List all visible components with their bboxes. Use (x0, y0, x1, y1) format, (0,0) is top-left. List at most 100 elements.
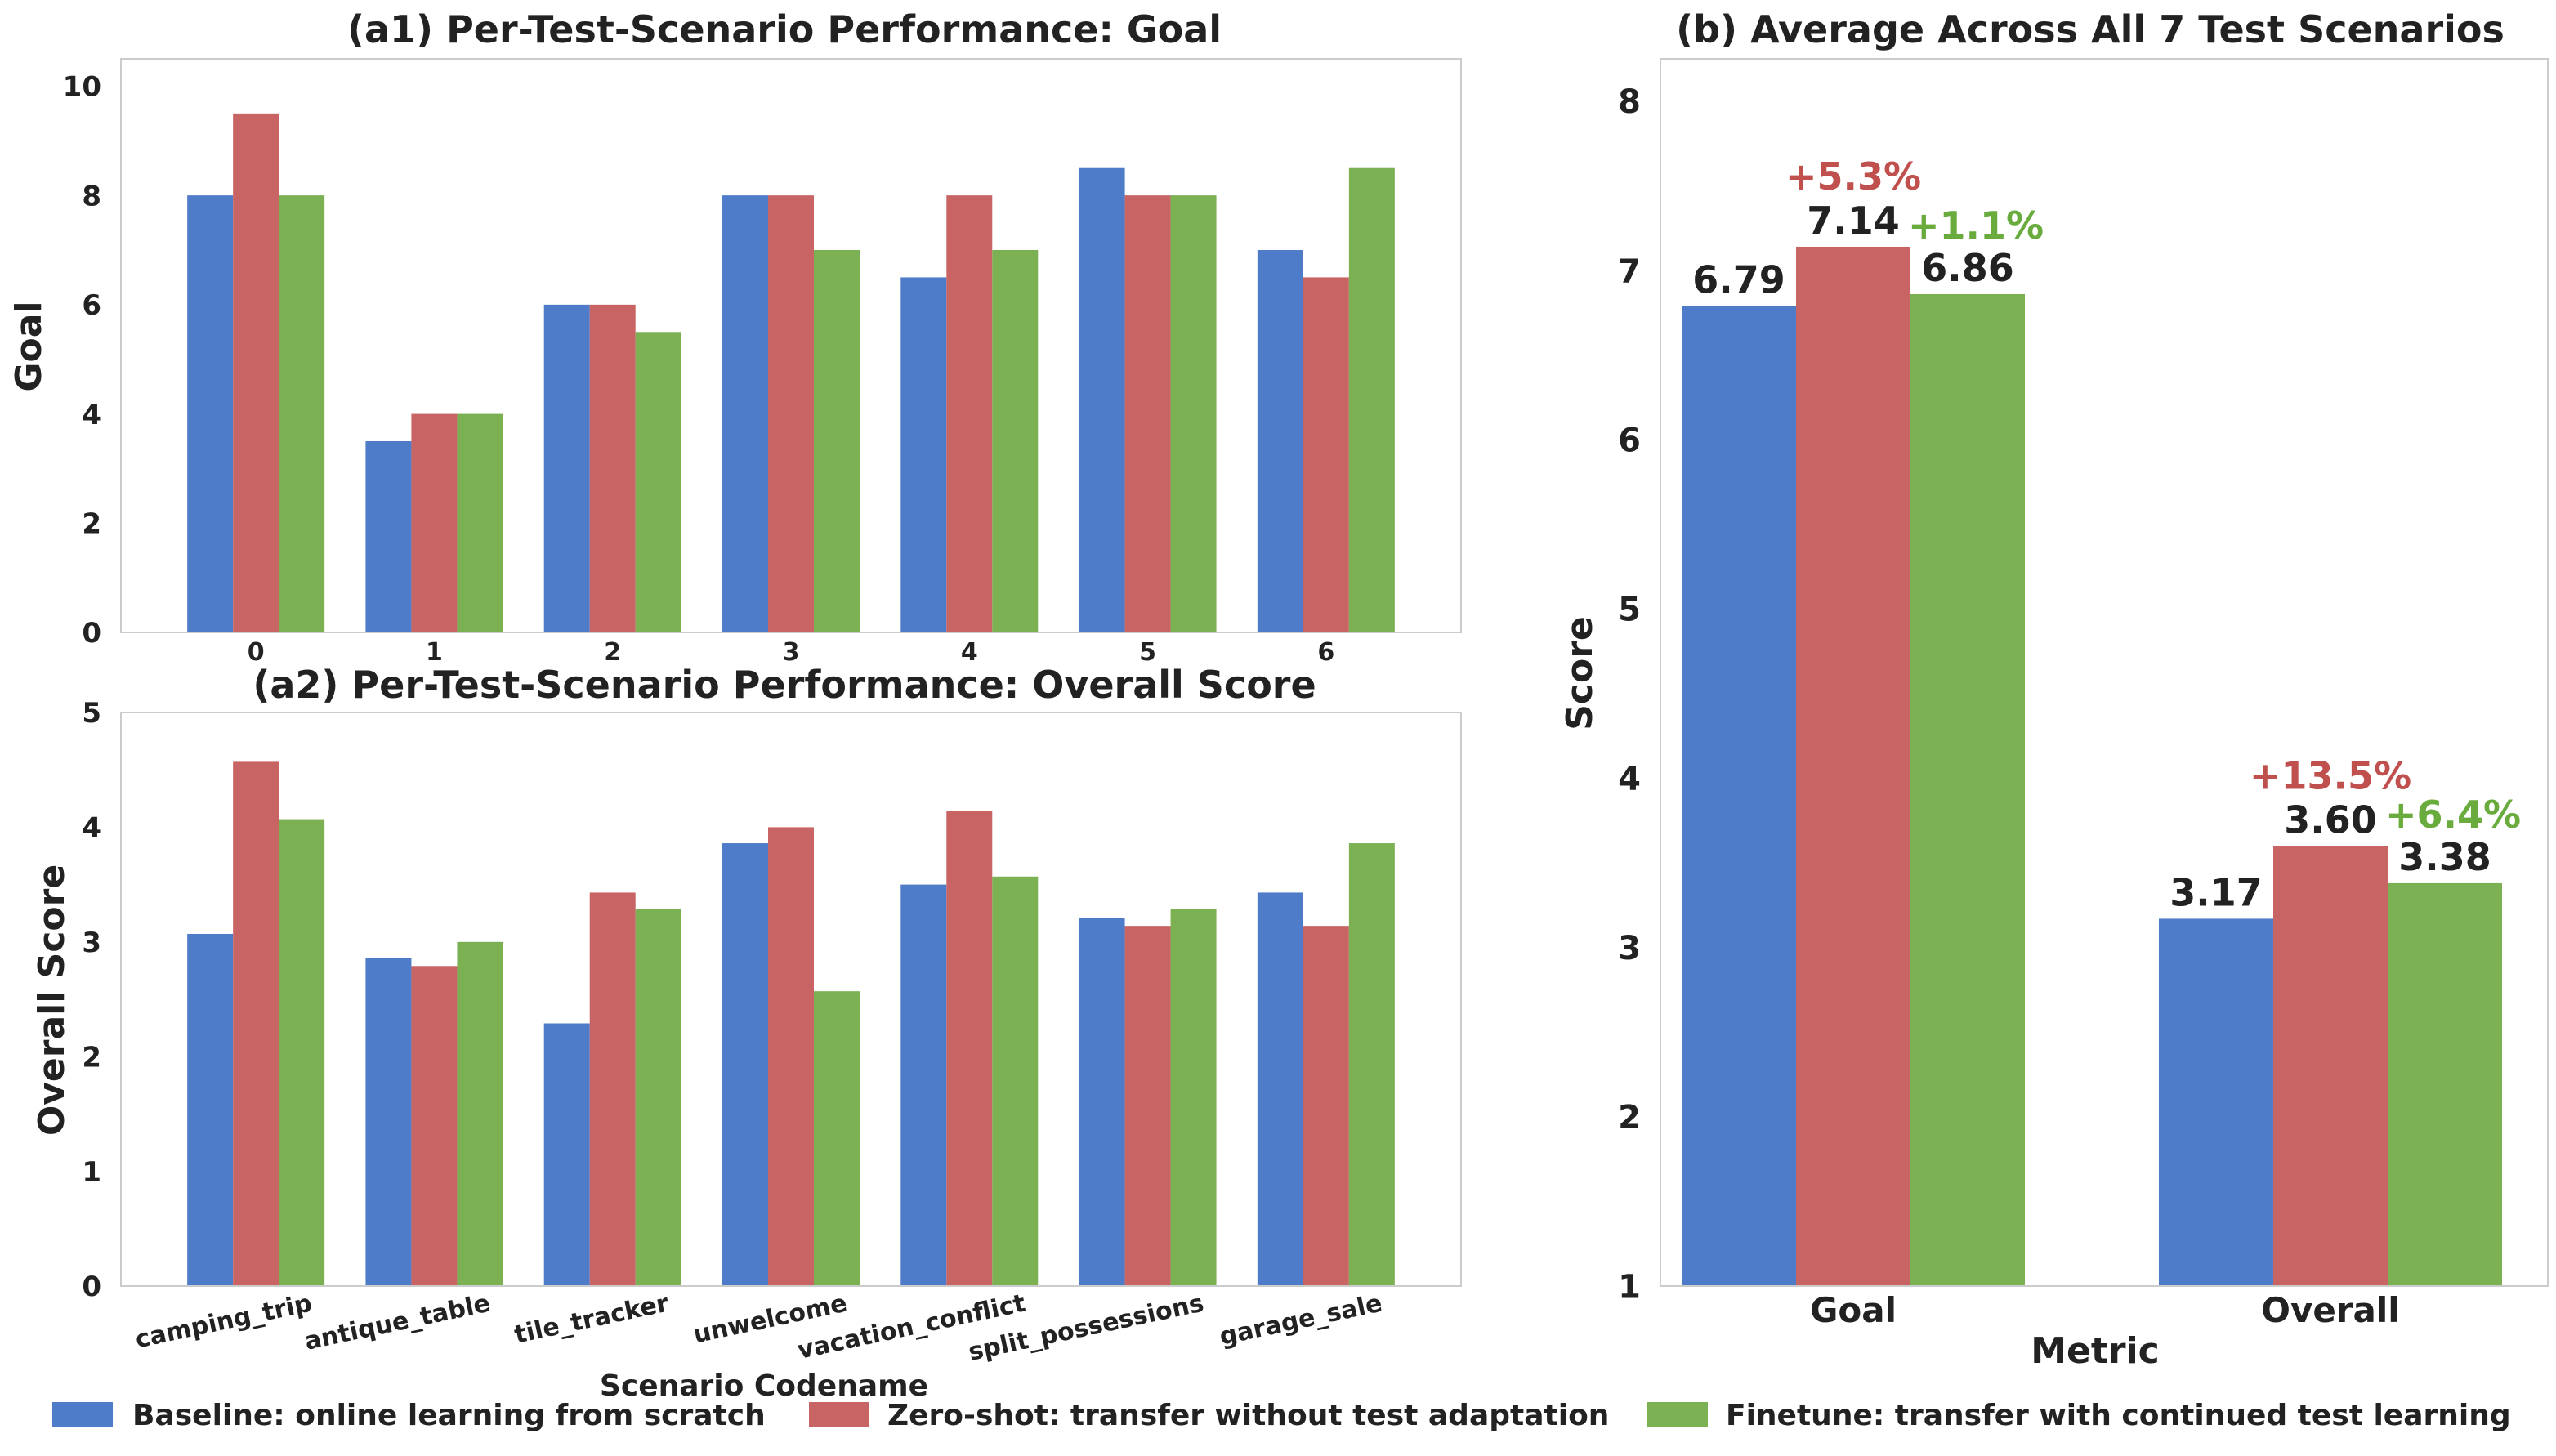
panel-a1-ytick-label: 10 (63, 71, 101, 104)
bar-a1-zeroshot-5 (1124, 195, 1171, 633)
legend: Baseline: online learning from scratch Z… (52, 1399, 2511, 1432)
panel-a1-category-label: 2 (604, 638, 621, 667)
legend-swatch-zeroshot (809, 1402, 869, 1427)
value-label-finetune-1: 3.38 (2398, 835, 2491, 879)
legend-label-finetune: Finetune: transfer with continued test l… (1726, 1399, 2511, 1432)
panel-a2-category-label: camping_trip (133, 1289, 315, 1355)
bar-a1-baseline-4 (900, 277, 947, 632)
panel-b-xlabel: Metric (2031, 1330, 2160, 1372)
bar-b-finetune-1 (2388, 882, 2502, 1286)
panel-a2-ytick-label: 5 (82, 697, 101, 730)
bar-a1-finetune-3 (814, 250, 860, 632)
panel-a2-frame (120, 712, 1462, 1287)
bar-a2-finetune-1 (457, 941, 503, 1286)
bar-a2-baseline-6 (1257, 892, 1303, 1286)
bar-a2-zeroshot-5 (1124, 926, 1171, 1286)
bar-a1-baseline-2 (543, 304, 590, 632)
panel-a1-ytick-label: 6 (82, 289, 101, 322)
bar-a1-baseline-5 (1079, 167, 1125, 632)
bar-a2-baseline-0 (187, 933, 234, 1286)
panel-a1-ytick-label: 8 (82, 180, 101, 212)
panel-a2-category-label: tile_tracker (512, 1289, 672, 1350)
panel-a2-category-label: antique_table (302, 1289, 493, 1356)
panel-a1-ytick-label: 2 (82, 508, 101, 541)
legend-label-zeroshot: Zero-shot: transfer without test adaptat… (887, 1399, 1609, 1432)
bar-a1-zeroshot-0 (233, 113, 279, 632)
bar-a2-baseline-5 (1079, 918, 1125, 1286)
legend-label-baseline: Baseline: online learning from scratch (132, 1399, 766, 1432)
bar-a1-finetune-4 (992, 250, 1039, 632)
panel-b-ytick-label: 4 (1618, 761, 1641, 798)
bar-b-baseline-1 (2159, 918, 2273, 1286)
bar-a2-zeroshot-3 (768, 827, 814, 1286)
panel-a1-category-label: 0 (248, 638, 265, 667)
panel-a1-goal: (a1) Per-Test-Scenario Performance: Goal… (8, 7, 1462, 667)
panel-a2-category-label: garage_sale (1217, 1289, 1384, 1351)
legend-item-baseline: Baseline: online learning from scratch (52, 1399, 766, 1432)
panel-b-frame (1660, 58, 2549, 1287)
delta-label-finetune-1: +6.4% (2385, 793, 2521, 837)
value-label-finetune-0: 6.86 (1921, 246, 2014, 290)
bar-a1-zeroshot-1 (411, 413, 458, 632)
panel-a2-overall-score: (a2) Per-Test-Scenario Performance: Over… (31, 663, 1462, 1403)
panel-b-ylabel: Score (1559, 616, 1601, 730)
panel-a2-ylabel: Overall Score (31, 864, 73, 1136)
panel-a1-ytick-label: 4 (82, 399, 101, 431)
panel-a1-title: (a1) Per-Test-Scenario Performance: Goal (347, 7, 1222, 51)
panel-b-ytick-label: 3 (1618, 930, 1641, 967)
bar-a2-finetune-4 (992, 876, 1039, 1286)
bar-a2-finetune-6 (1348, 843, 1395, 1286)
legend-swatch-baseline (52, 1402, 113, 1427)
bar-a1-finetune-6 (1348, 167, 1395, 632)
panel-a1-category-label: 5 (1139, 638, 1156, 667)
bar-a1-baseline-3 (722, 195, 768, 633)
delta-label-finetune-0: +1.1% (1908, 203, 2044, 248)
bar-b-zeroshot-0 (1796, 246, 1910, 1286)
panel-a1-category-label: 4 (961, 638, 978, 667)
panel-b-ytick-label: 6 (1618, 422, 1641, 460)
bar-b-baseline-0 (1682, 306, 1796, 1287)
panel-a1-frame (120, 58, 1462, 633)
panel-a2-xlabel: Scenario Codename (600, 1369, 928, 1403)
bar-a1-baseline-6 (1257, 250, 1303, 632)
bar-a2-finetune-2 (635, 909, 681, 1286)
bar-a1-baseline-0 (187, 195, 234, 633)
bar-a1-finetune-5 (1170, 195, 1217, 633)
panel-b-ytick-label: 7 (1618, 252, 1641, 290)
value-label-baseline-0: 6.79 (1692, 257, 1785, 301)
panel-b-ytick-label: 8 (1618, 83, 1641, 121)
panel-a2-title: (a2) Per-Test-Scenario Performance: Over… (252, 663, 1316, 707)
panel-b-category-label: Overall (2261, 1290, 2399, 1330)
panel-b-title: (b) Average Across All 7 Test Scenarios (1676, 7, 2505, 51)
bar-a1-zeroshot-6 (1303, 277, 1349, 632)
panel-b-ytick-label: 5 (1618, 592, 1641, 629)
bar-a2-zeroshot-1 (411, 966, 458, 1286)
bar-a2-baseline-3 (722, 843, 768, 1286)
bar-a1-finetune-0 (279, 195, 325, 633)
bar-a2-zeroshot-2 (589, 892, 636, 1286)
value-label-baseline-1: 3.17 (2169, 870, 2263, 914)
panel-a1-category-label: 3 (783, 638, 800, 667)
panel-a2-ytick-label: 4 (82, 812, 101, 845)
bar-a2-zeroshot-0 (233, 761, 279, 1286)
bar-a2-finetune-3 (814, 991, 860, 1286)
bar-a1-zeroshot-2 (589, 304, 636, 632)
bar-a2-zeroshot-6 (1303, 926, 1349, 1286)
legend-item-finetune: Finetune: transfer with continued test l… (1647, 1399, 2511, 1432)
bar-a1-finetune-2 (635, 332, 681, 632)
panel-a1-category-label: 1 (426, 638, 443, 667)
bar-a1-zeroshot-3 (768, 195, 814, 633)
bar-a2-zeroshot-4 (946, 811, 993, 1286)
panel-a1-ytick-label: 0 (82, 617, 101, 650)
panel-b-ytick-label: 1 (1618, 1268, 1641, 1306)
panel-b-ytick-label: 2 (1618, 1099, 1641, 1137)
bar-a1-finetune-1 (457, 413, 503, 632)
bar-a2-baseline-1 (365, 958, 412, 1286)
legend-swatch-finetune (1647, 1402, 1708, 1427)
legend-item-zeroshot: Zero-shot: transfer without test adaptat… (809, 1399, 1609, 1432)
panel-a2-ytick-label: 2 (82, 1041, 101, 1074)
bar-a1-zeroshot-4 (946, 195, 993, 633)
bar-a2-baseline-4 (900, 884, 947, 1286)
bar-b-zeroshot-1 (2273, 846, 2388, 1286)
panel-b-category-label: Goal (1810, 1290, 1897, 1330)
